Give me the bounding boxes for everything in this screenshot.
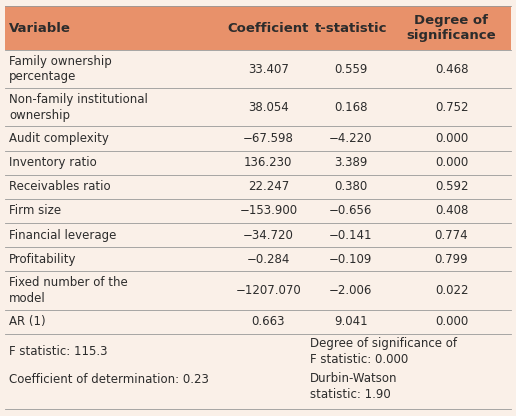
Text: 38.054: 38.054 [248, 101, 288, 114]
Text: 33.407: 33.407 [248, 62, 289, 76]
Text: 0.000: 0.000 [435, 132, 468, 145]
Text: Non-family institutional
ownership: Non-family institutional ownership [9, 93, 148, 121]
Text: −0.284: −0.284 [247, 253, 290, 266]
Text: 0.774: 0.774 [434, 228, 469, 242]
Text: t-statistic: t-statistic [315, 22, 387, 35]
Text: 0.799: 0.799 [434, 253, 469, 266]
Text: 0.663: 0.663 [252, 315, 285, 328]
Text: 0.559: 0.559 [334, 62, 367, 76]
Text: −67.598: −67.598 [243, 132, 294, 145]
Text: 22.247: 22.247 [248, 180, 289, 193]
Text: −2.006: −2.006 [329, 284, 373, 297]
Text: −4.220: −4.220 [329, 132, 373, 145]
Text: Audit complexity: Audit complexity [9, 132, 109, 145]
Text: −1207.070: −1207.070 [235, 284, 301, 297]
Text: 0.022: 0.022 [435, 284, 468, 297]
Text: F statistic: 0.000: F statistic: 0.000 [310, 353, 408, 366]
Text: 0.468: 0.468 [435, 62, 468, 76]
Text: Receivables ratio: Receivables ratio [9, 180, 111, 193]
Text: Variable: Variable [9, 22, 71, 35]
Text: Firm size: Firm size [9, 204, 61, 218]
Text: Degree of significance of: Degree of significance of [310, 337, 457, 350]
Text: Durbin-Watson: Durbin-Watson [310, 372, 397, 385]
Text: AR (1): AR (1) [9, 315, 46, 328]
Text: Fixed number of the
model: Fixed number of the model [9, 276, 128, 305]
Text: Financial leverage: Financial leverage [9, 228, 117, 242]
Text: −0.656: −0.656 [329, 204, 373, 218]
Text: 0.592: 0.592 [435, 180, 468, 193]
Text: 0.000: 0.000 [435, 315, 468, 328]
Text: Degree of
significance: Degree of significance [407, 14, 496, 42]
Text: Family ownership
percentage: Family ownership percentage [9, 55, 112, 83]
Text: 9.041: 9.041 [334, 315, 368, 328]
Bar [5, 6, 511, 50]
Text: 3.389: 3.389 [334, 156, 367, 169]
Text: Profitability: Profitability [9, 253, 77, 266]
Text: 0.380: 0.380 [334, 180, 367, 193]
Text: 0.752: 0.752 [435, 101, 468, 114]
Text: −153.900: −153.900 [239, 204, 297, 218]
Text: −34.720: −34.720 [243, 228, 294, 242]
Text: statistic: 1.90: statistic: 1.90 [310, 388, 390, 401]
Text: F statistic: 115.3: F statistic: 115.3 [9, 345, 108, 358]
Text: 0.168: 0.168 [334, 101, 367, 114]
Text: 136.230: 136.230 [244, 156, 293, 169]
Text: 0.000: 0.000 [435, 156, 468, 169]
Text: Inventory ratio: Inventory ratio [9, 156, 97, 169]
Text: Coefficient of determination: 0.23: Coefficient of determination: 0.23 [9, 373, 209, 386]
Text: 0.408: 0.408 [435, 204, 468, 218]
Text: −0.109: −0.109 [329, 253, 373, 266]
Text: Coefficient: Coefficient [228, 22, 309, 35]
Text: −0.141: −0.141 [329, 228, 373, 242]
